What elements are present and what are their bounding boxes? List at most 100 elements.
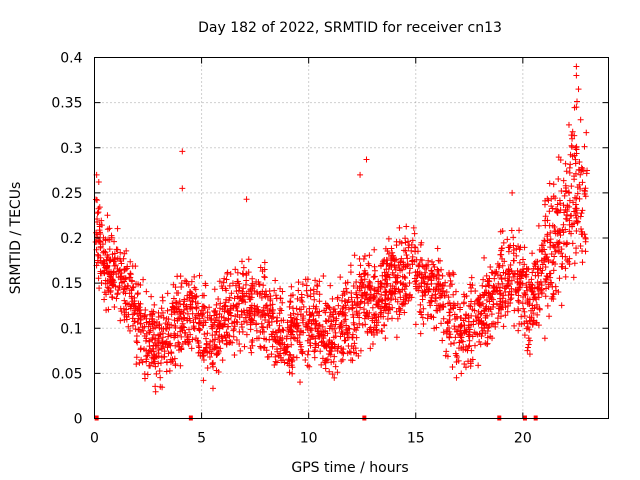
data-point	[287, 311, 294, 318]
data-point	[426, 299, 433, 306]
data-point	[113, 295, 120, 302]
data-point	[125, 323, 132, 330]
data-point	[552, 248, 559, 255]
data-point	[477, 319, 484, 326]
data-point	[384, 316, 391, 323]
data-point	[454, 353, 461, 360]
data-point	[321, 332, 328, 339]
x-tick-labels: 0 5 10 15 20	[90, 431, 532, 447]
data-point	[356, 271, 363, 278]
data-point	[577, 243, 584, 250]
data-point	[332, 329, 339, 336]
data-point	[560, 202, 567, 209]
data-point	[101, 248, 108, 255]
data-point	[117, 317, 124, 324]
data-point	[276, 322, 283, 329]
data-point	[367, 287, 374, 294]
data-point	[128, 293, 135, 300]
data-point	[129, 263, 136, 270]
data-point	[335, 302, 342, 309]
data-point	[109, 276, 116, 283]
data-point	[526, 326, 533, 333]
data-point	[238, 308, 245, 315]
data-point	[565, 189, 572, 196]
data-point	[106, 246, 113, 253]
data-point	[389, 289, 396, 296]
data-point	[580, 168, 587, 175]
data-point	[419, 314, 426, 321]
data-point	[259, 308, 266, 315]
data-point	[315, 342, 322, 349]
data-point	[521, 332, 528, 339]
data-point	[228, 290, 235, 297]
data-point	[519, 269, 526, 276]
data-point	[397, 294, 404, 301]
data-point	[287, 323, 294, 330]
data-point	[416, 263, 423, 270]
data-point	[146, 337, 153, 344]
data-point	[571, 176, 578, 183]
data-point	[562, 265, 569, 272]
data-point	[152, 383, 159, 390]
data-point	[134, 339, 141, 346]
data-point	[211, 321, 218, 328]
data-point	[161, 353, 168, 360]
data-point	[571, 194, 578, 201]
data-point	[112, 283, 119, 290]
data-point	[338, 358, 345, 365]
data-point	[392, 288, 399, 295]
data-point	[474, 314, 481, 321]
data-point	[342, 302, 349, 309]
data-point	[500, 239, 507, 246]
data-point	[493, 300, 500, 307]
data-point	[248, 305, 255, 312]
data-point	[279, 288, 286, 295]
data-point	[151, 339, 158, 346]
y-axis-label: SRMTID / TECUs	[8, 182, 24, 295]
data-point	[447, 331, 454, 338]
data-point	[416, 308, 423, 315]
data-point	[387, 296, 394, 303]
data-point	[425, 257, 432, 264]
data-point	[421, 278, 428, 285]
data-point	[413, 277, 420, 284]
data-point	[369, 340, 376, 347]
data-point	[420, 275, 427, 282]
data-point	[319, 355, 326, 362]
data-point	[403, 295, 410, 302]
data-point	[121, 297, 128, 304]
data-point	[524, 347, 531, 354]
data-point	[396, 311, 403, 318]
data-point	[114, 225, 121, 232]
data-point	[215, 368, 222, 375]
data-point	[313, 320, 320, 327]
data-point	[539, 267, 546, 274]
data-point	[499, 228, 506, 235]
data-point	[165, 333, 172, 340]
data-point	[174, 273, 181, 280]
data-point	[579, 259, 586, 266]
data-point	[339, 292, 346, 299]
data-point	[223, 287, 230, 294]
data-point	[452, 334, 459, 341]
data-point	[199, 353, 206, 360]
data-point	[413, 256, 420, 263]
data-point	[121, 267, 128, 274]
data-point	[542, 264, 549, 271]
data-point	[389, 315, 396, 322]
data-point	[125, 283, 132, 290]
data-point	[271, 287, 278, 294]
data-point	[209, 332, 216, 339]
data-point	[578, 226, 585, 233]
data-point	[298, 297, 305, 304]
data-point	[377, 279, 384, 286]
data-point	[356, 255, 363, 262]
data-point	[371, 267, 378, 274]
data-point	[246, 312, 253, 319]
data-point	[526, 351, 533, 358]
data-point	[508, 227, 515, 234]
data-point	[531, 294, 538, 301]
data-point	[456, 306, 463, 313]
data-point	[302, 323, 309, 330]
data-point	[225, 315, 232, 322]
